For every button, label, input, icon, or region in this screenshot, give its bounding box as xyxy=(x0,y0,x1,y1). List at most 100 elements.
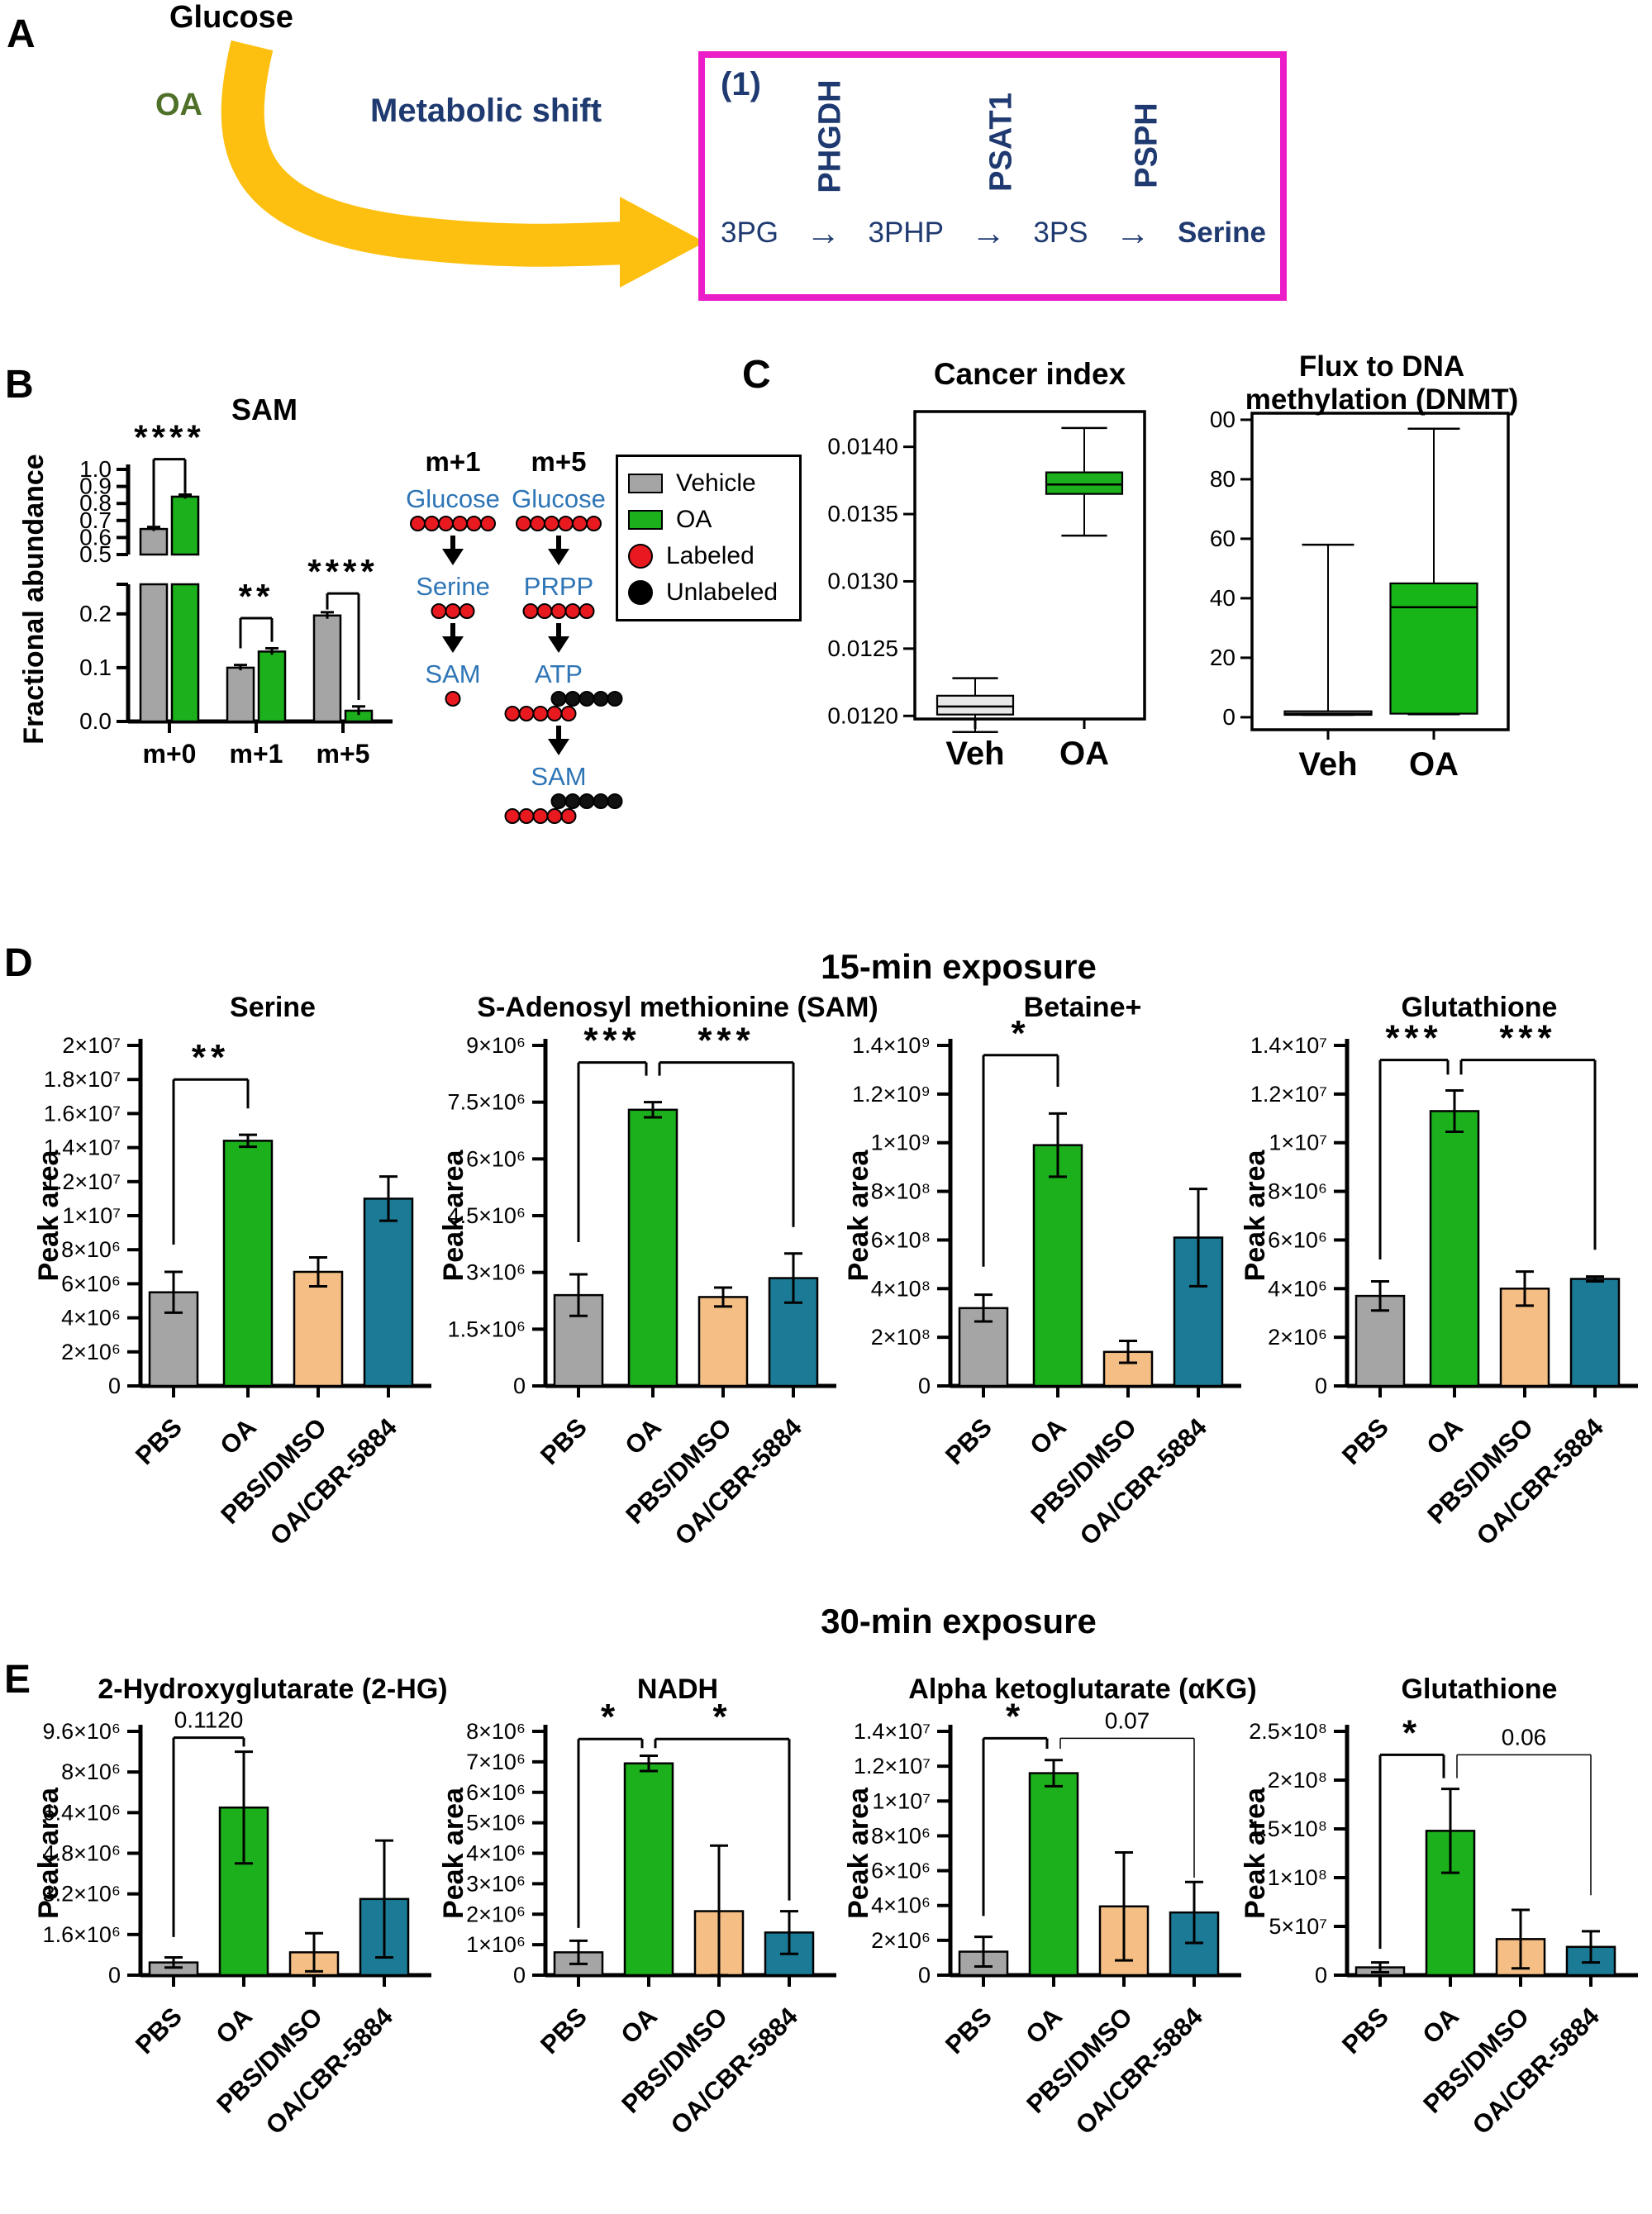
sam-fractional-chart: SAM Fractional abundance 0.50.60.70.80.91.… xyxy=(18,393,393,769)
y-tick-label: 6×10⁶ xyxy=(1268,1227,1327,1252)
chart-title: S-Adenosyl methionine (SAM) xyxy=(477,992,878,1023)
sig-bracket: *** xyxy=(1459,1018,1597,1250)
akg-30min-chart: Alpha ketoglutarate (αKG) Peak area 0 2×10⁶… xyxy=(843,1674,1257,2140)
sig-label: *** xyxy=(583,1021,640,1061)
arrow-stem xyxy=(556,726,561,739)
sig-label: 0.07 xyxy=(1105,1707,1150,1733)
sig-label: **** xyxy=(134,418,204,457)
bar-OA xyxy=(222,1140,274,1388)
x-category-label: OA/CBR-5884 xyxy=(1471,1412,1610,1551)
panel-label-a: A xyxy=(7,12,36,56)
y-axis-label: Peak area xyxy=(33,1787,64,1919)
y-axis-ticks: 0 1.5×10⁶ 3×10⁶ 4.5×10⁶ 6×10⁶ 7.5×10⁶ 9×10⁶ xyxy=(448,1033,545,1398)
y-tick-label: 0.0125 xyxy=(827,636,898,661)
bars xyxy=(1354,1088,1621,1397)
box-OA xyxy=(1389,427,1478,740)
y-tick-label: 4×10⁶ xyxy=(466,1841,526,1866)
bars xyxy=(553,1101,819,1397)
bar-upper-Vehicle-m+0 xyxy=(139,527,169,556)
y-tick-label: 4×10⁶ xyxy=(1268,1276,1327,1301)
chart-title: Serine xyxy=(230,992,316,1023)
enzyme-psph: PSPH xyxy=(1129,102,1164,188)
y-tick-label: 8×10⁶ xyxy=(61,1759,121,1784)
panel-label-e: E xyxy=(4,1658,31,1702)
y-axis-label: Peak area xyxy=(438,1787,469,1919)
arrow-head xyxy=(620,197,705,288)
x-category-label: OA/CBR-5884 xyxy=(264,1412,403,1551)
y-tick-label: 2×10⁷ xyxy=(62,1033,121,1058)
sig-label: ** xyxy=(239,577,274,616)
x-category-label: OA/CBR-5884 xyxy=(665,2002,804,2140)
y-tick-label: 1×10⁶ xyxy=(466,1932,526,1957)
sig-label: 0.1120 xyxy=(174,1707,244,1733)
y-axis-label: Peak area xyxy=(1240,1787,1271,1919)
red-dot xyxy=(586,516,602,531)
y-tick-label: 0.2 xyxy=(79,601,112,626)
schematic-label-PRPP: PRPP xyxy=(523,572,594,601)
box-Veh xyxy=(1283,543,1373,740)
x-category-label: OA xyxy=(615,2002,663,2050)
glucose-label: Glucose xyxy=(169,0,293,35)
y-axis-ticks: 0 1.6×10⁶ 3.2×10⁶ 4.8×10⁶ 6.4×10⁶ 8×10⁶ 9.6×10… xyxy=(43,1719,140,1988)
y-tick-label: 1×10⁹ xyxy=(871,1131,931,1155)
x-category-label: OA/CBR-5884 xyxy=(669,1412,808,1551)
dot-row xyxy=(431,603,475,619)
x-category-label: OA xyxy=(1020,2002,1068,2050)
x-category-label: m+1 xyxy=(230,739,283,769)
box-Veh xyxy=(935,677,1015,734)
sig-label: * xyxy=(601,1697,620,1737)
y-tick-label: 4.8×10⁶ xyxy=(43,1841,121,1866)
y-tick-label: 1.2×10⁷ xyxy=(1250,1082,1327,1107)
y-tick-label: 1.4×10⁷ xyxy=(854,1719,931,1744)
header-30min: 30-min exposure xyxy=(821,1602,1097,1640)
y-tick-label: 1.2×10⁷ xyxy=(44,1169,121,1194)
y-tick-label: 0.0130 xyxy=(827,568,898,593)
y-tick-label: 1.2×10⁹ xyxy=(852,1082,931,1107)
sig-bracket: * xyxy=(982,1696,1049,1916)
y-tick-label: 5×10⁶ xyxy=(466,1811,526,1835)
flux-dnmt-boxplot: 0 20 40 60 80 00 Veh OA xyxy=(1210,407,1510,783)
legend-item-Vehicle: Vehicle xyxy=(628,465,789,502)
y-tick-label: 1.4×10⁹ xyxy=(852,1033,931,1058)
red-dot xyxy=(560,808,577,824)
dot-row xyxy=(522,603,595,619)
bar-OA-m+0 xyxy=(170,583,200,723)
y-tick-label: 0.5 xyxy=(79,541,112,567)
arrow-stem xyxy=(556,536,561,549)
y-axis-ticks: 0 20 40 60 80 00 xyxy=(1210,407,1252,730)
arrow-head xyxy=(548,549,569,565)
cancer-index-boxplot: 0.0120 0.0125 0.0130 0.0135 0.0140 Veh OA xyxy=(827,410,1146,772)
y-axis-ticks: 0 2×10⁶ 4×10⁶ 6×10⁶ 8×10⁶ 1×10⁷ 1.2×10⁷ 1.4×10⁷… xyxy=(44,1033,140,1398)
bar-Vehicle-m+1 xyxy=(226,666,255,723)
chart-title: NADH xyxy=(637,1674,718,1705)
arrow-stem xyxy=(450,623,455,636)
black-dot xyxy=(607,691,623,707)
y-tick-label: 3×10⁶ xyxy=(466,1260,526,1285)
metabolite-serine: Serine xyxy=(1177,217,1266,249)
legend-label: OA xyxy=(676,506,712,533)
y-tick-label: 1.0 xyxy=(79,456,112,482)
y-tick-label: 0 xyxy=(1315,1374,1327,1398)
y-tick-label: 0 xyxy=(1222,704,1235,730)
flux-dnmt-title-line1: Flux to DNA xyxy=(1298,350,1465,383)
sig-label: * xyxy=(1402,1712,1421,1753)
y-tick-label: 0 xyxy=(513,1963,526,1988)
sig-label: **** xyxy=(307,552,378,591)
sig-bracket: *** xyxy=(1378,1018,1450,1259)
sig-label: * xyxy=(712,1697,731,1737)
y-tick-label: 0 xyxy=(1315,1963,1327,1988)
bars xyxy=(1354,1788,1616,1987)
y-tick-label: 0.9 xyxy=(79,474,112,499)
y-tick-label: 0.0140 xyxy=(827,434,898,459)
y-axis-ticks: 0 2×10⁶ 4×10⁶ 6×10⁶ 8×10⁶ 1×10⁷ 1.2×10⁷ 1.4×10⁷ xyxy=(1250,1033,1347,1398)
legend-label: Labeled xyxy=(666,542,755,569)
y-tick-label: 0.0120 xyxy=(827,702,898,728)
y-tick-label: 2×10⁸ xyxy=(1268,1768,1327,1793)
y-axis-ticks: 0.50.60.70.80.91.0 0.0 0.1 0.2 xyxy=(79,456,128,734)
oa-label: OA xyxy=(155,88,202,122)
dot-row xyxy=(516,516,602,531)
metabolite-3pg: 3PG xyxy=(721,217,779,249)
dot-row xyxy=(410,516,496,531)
y-tick-label: 0.0 xyxy=(79,708,112,734)
sig-label: *** xyxy=(697,1021,755,1061)
